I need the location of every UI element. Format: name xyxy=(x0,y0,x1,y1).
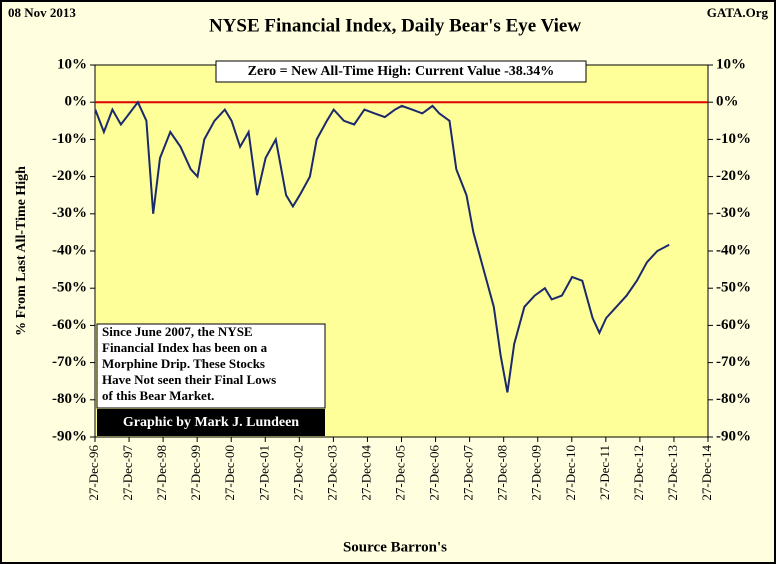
y-tick-label: -50% xyxy=(52,280,87,296)
x-tick-label: 27-Dec-09 xyxy=(529,445,544,501)
x-tick-label: 27-Dec-06 xyxy=(427,445,442,501)
y-tick-label: 0% xyxy=(65,94,88,110)
x-tick-label: 27-Dec-98 xyxy=(154,445,169,501)
y2-tick-label: -70% xyxy=(716,354,751,370)
x-axis-label: Source Barron's xyxy=(343,539,447,555)
y2-tick-label: -60% xyxy=(716,317,751,333)
y-tick-label: -70% xyxy=(52,354,87,370)
y2-tick-label: 0% xyxy=(716,94,739,110)
y-tick-label: -80% xyxy=(52,391,87,407)
y-axis-label: % From Last All-Time High xyxy=(14,166,29,336)
y2-tick-label: -20% xyxy=(716,168,751,184)
x-tick-label: 27-Dec-12 xyxy=(631,445,646,501)
commentary-box xyxy=(96,323,326,409)
x-tick-label: 27-Dec-01 xyxy=(256,445,271,501)
x-tick-label: 27-Dec-99 xyxy=(188,445,203,501)
y2-tick-label: -50% xyxy=(716,280,751,296)
x-tick-label: 27-Dec-00 xyxy=(222,445,237,501)
date-label: 08 Nov 2013 xyxy=(8,5,76,20)
x-tick-label: 27-Dec-04 xyxy=(358,445,373,501)
x-tick-label: 27-Dec-13 xyxy=(665,445,680,501)
y-tick-label: -40% xyxy=(52,242,87,258)
credit-text: Graphic by Mark J. Lundeen xyxy=(123,415,299,430)
x-tick-label: 27-Dec-10 xyxy=(563,445,578,501)
y-tick-label: -10% xyxy=(52,131,87,147)
y2-tick-label: -40% xyxy=(716,242,751,258)
x-tick-label: 27-Dec-07 xyxy=(461,445,476,501)
x-tick-label: 27-Dec-08 xyxy=(495,445,510,501)
commentary-line: Morphine Drip. These Stocks xyxy=(102,356,265,371)
x-tick-label: 27-Dec-05 xyxy=(392,445,407,501)
y-tick-label: -60% xyxy=(52,317,87,333)
x-tick-label: 27-Dec-96 xyxy=(86,445,101,501)
x-tick-label: 27-Dec-11 xyxy=(597,445,612,500)
note-text: Zero = New All-Time High: Current Value … xyxy=(248,64,555,79)
y2-tick-label: 10% xyxy=(716,56,746,72)
y2-tick-label: -80% xyxy=(716,391,751,407)
x-tick-label: 27-Dec-14 xyxy=(699,445,714,501)
x-tick-label: 27-Dec-02 xyxy=(290,445,305,501)
y-tick-label: -30% xyxy=(52,205,87,221)
y2-tick-label: -90% xyxy=(716,428,751,444)
commentary-line: Have Not seen their Final Lows xyxy=(102,372,276,387)
y2-tick-label: -30% xyxy=(716,205,751,221)
commentary-line: Since June 2007, the NYSE xyxy=(102,324,253,339)
y-tick-label: -90% xyxy=(52,428,87,444)
credit-box xyxy=(97,409,325,436)
commentary-line: Financial Index has been on a xyxy=(102,340,268,355)
note-box xyxy=(215,60,587,83)
y-tick-label: 10% xyxy=(57,56,87,72)
chart-title: NYSE Financial Index, Daily Bear's Eye V… xyxy=(209,15,581,36)
y2-tick-label: -10% xyxy=(716,131,751,147)
y-tick-label: -20% xyxy=(52,168,87,184)
source-site: GATA.Org xyxy=(707,5,769,20)
x-tick-label: 27-Dec-03 xyxy=(324,445,339,501)
commentary-line: of this Bear Market. xyxy=(102,388,214,403)
data-line xyxy=(94,100,670,393)
x-tick-label: 27-Dec-97 xyxy=(120,445,135,501)
